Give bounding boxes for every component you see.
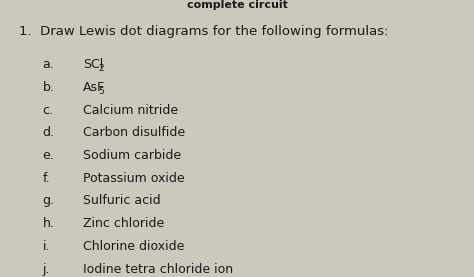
Text: Calcium nitride: Calcium nitride bbox=[83, 104, 178, 117]
Text: Sodium carbide: Sodium carbide bbox=[83, 149, 181, 162]
Text: c.: c. bbox=[43, 104, 54, 117]
Text: 5: 5 bbox=[99, 87, 104, 96]
Text: 2: 2 bbox=[99, 64, 104, 73]
Text: Zinc chloride: Zinc chloride bbox=[83, 217, 164, 230]
Text: Iodine tetra chloride ion: Iodine tetra chloride ion bbox=[83, 263, 233, 276]
Text: complete circuit: complete circuit bbox=[187, 0, 287, 10]
Text: 1.  Draw Lewis dot diagrams for the following formulas:: 1. Draw Lewis dot diagrams for the follo… bbox=[19, 25, 389, 38]
Text: SCl: SCl bbox=[83, 58, 103, 71]
Text: Potassium oxide: Potassium oxide bbox=[83, 172, 184, 185]
Text: a.: a. bbox=[43, 58, 55, 71]
Text: e.: e. bbox=[43, 149, 55, 162]
Text: j.: j. bbox=[43, 263, 50, 276]
Text: f.: f. bbox=[43, 172, 50, 185]
Text: d.: d. bbox=[43, 126, 55, 139]
Text: i.: i. bbox=[43, 240, 50, 253]
Text: b.: b. bbox=[43, 81, 55, 94]
Text: Chlorine dioxide: Chlorine dioxide bbox=[83, 240, 184, 253]
Text: AsF: AsF bbox=[83, 81, 105, 94]
Text: Sulfuric acid: Sulfuric acid bbox=[83, 194, 161, 207]
Text: Carbon disulfide: Carbon disulfide bbox=[83, 126, 185, 139]
Text: g.: g. bbox=[43, 194, 55, 207]
Text: h.: h. bbox=[43, 217, 55, 230]
